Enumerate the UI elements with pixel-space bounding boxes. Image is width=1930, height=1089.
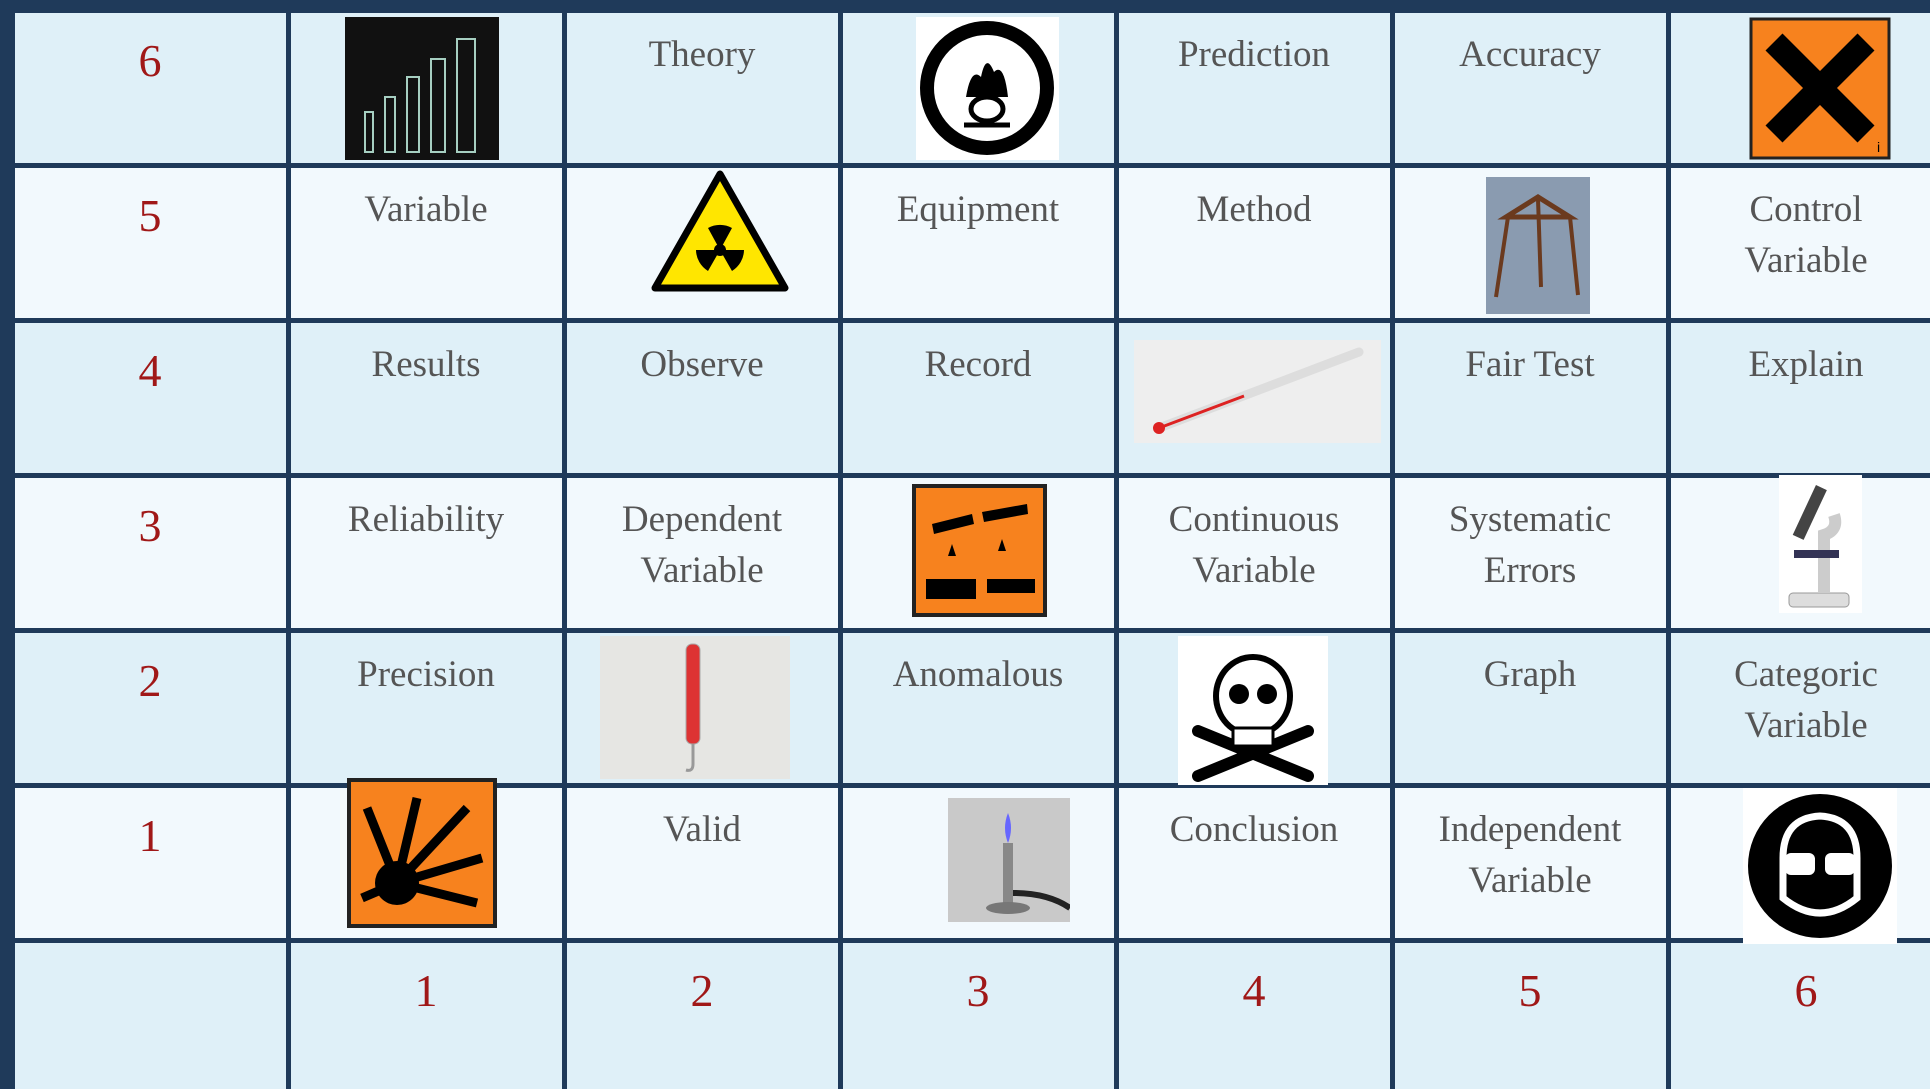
irritant-symbol: i	[1749, 17, 1891, 160]
grid-cell: Reliability	[290, 477, 562, 628]
axis-number: 1	[138, 809, 162, 861]
cell-text: Conclusion	[1169, 808, 1339, 850]
cell-text: Independent Variable	[1438, 808, 1622, 901]
grid-cell: 4	[1118, 942, 1390, 1089]
grid-cell: Independent Variable	[1394, 787, 1666, 938]
grid-cell	[14, 942, 286, 1089]
toxic-symbol	[1178, 636, 1328, 785]
explosive-symbol	[347, 778, 497, 928]
axis-number: 5	[1518, 964, 1542, 1016]
svg-text:i: i	[1877, 139, 1880, 155]
grid-cell: Method	[1118, 167, 1390, 318]
cell-text: Observe	[640, 343, 764, 385]
grid-cell: Systematic Errors	[1394, 477, 1666, 628]
corrosive-symbol	[912, 484, 1047, 617]
grid-cell: Explain	[1670, 322, 1930, 473]
radiation-symbol	[651, 170, 789, 292]
grid-cell: 6	[14, 12, 286, 163]
cell-text: Categoric Variable	[1734, 653, 1878, 746]
cell-text: Equipment	[896, 188, 1060, 230]
axis-number: 3	[966, 964, 990, 1016]
cell-text: Record	[924, 343, 1032, 385]
thermometer	[1134, 340, 1381, 443]
grid-cell: Record	[842, 322, 1114, 473]
cell-text: Valid	[662, 808, 742, 850]
microscope	[1779, 475, 1862, 613]
grid-cell: Continuous Variable	[1118, 477, 1390, 628]
oxidising-symbol	[916, 17, 1059, 160]
grid-cell: 5	[14, 167, 286, 318]
measuring-cylinders	[345, 17, 499, 160]
grid-cell: Categoric Variable	[1670, 632, 1930, 783]
cell-text: Variable	[364, 188, 488, 230]
eye-protection-symbol	[1743, 788, 1897, 944]
grid-cell: Equipment	[842, 167, 1114, 318]
axis-number: 5	[138, 189, 162, 241]
axis-number: 2	[690, 964, 714, 1016]
spring-balance	[600, 636, 790, 779]
grid-cell: Graph	[1394, 632, 1666, 783]
axis-number: 2	[138, 654, 162, 706]
grid-cell: Valid	[566, 787, 838, 938]
grid-cell: 1	[14, 787, 286, 938]
grid-cell: Accuracy	[1394, 12, 1666, 163]
grid-cell: Fair Test	[1394, 322, 1666, 473]
axis-number: 3	[138, 499, 162, 551]
cell-text: Accuracy	[1459, 33, 1601, 75]
grid-cell: Dependent Variable	[566, 477, 838, 628]
cell-text: Theory	[648, 33, 756, 75]
cell-text: Fair Test	[1465, 343, 1595, 385]
grid-cell: 2	[566, 942, 838, 1089]
cell-text: Method	[1196, 188, 1312, 230]
cell-text: Explain	[1748, 343, 1864, 385]
grid-cell: 2	[14, 632, 286, 783]
grid-cell: Observe	[566, 322, 838, 473]
cell-text: Prediction	[1177, 33, 1331, 75]
grid-cell: Precision	[290, 632, 562, 783]
grid-cell: Theory	[566, 12, 838, 163]
grid-cell: 5	[1394, 942, 1666, 1089]
cell-text: Results	[371, 343, 481, 385]
cell-text: Reliability	[347, 498, 505, 540]
cell-text: Systematic Errors	[1448, 498, 1612, 591]
cell-text: Precision	[357, 653, 495, 695]
grid-cell: 6	[1670, 942, 1930, 1089]
grid-cell: Results	[290, 322, 562, 473]
grid-cell: Anomalous	[842, 632, 1114, 783]
axis-number: 6	[1794, 964, 1818, 1016]
tripod	[1486, 177, 1590, 314]
grid-cell: 4	[14, 322, 286, 473]
cell-text: Dependent Variable	[621, 498, 783, 591]
grid-cell: 3	[14, 477, 286, 628]
cell-text: Anomalous	[892, 653, 1064, 695]
grid-cell: 1	[290, 942, 562, 1089]
grid-cell: 3	[842, 942, 1114, 1089]
grid-cell: Prediction	[1118, 12, 1390, 163]
axis-number: 1	[414, 964, 438, 1016]
axis-number: 4	[138, 344, 162, 396]
axis-number: 6	[138, 34, 162, 86]
bunsen-burner	[948, 798, 1070, 922]
grid-cell: Control Variable	[1670, 167, 1930, 318]
grid-cell: Conclusion	[1118, 787, 1390, 938]
cell-text: Control Variable	[1744, 188, 1868, 281]
axis-number: 4	[1242, 964, 1266, 1016]
cell-text: Graph	[1483, 653, 1577, 695]
cell-text: Continuous Variable	[1168, 498, 1340, 591]
grid-cell: Variable	[290, 167, 562, 318]
